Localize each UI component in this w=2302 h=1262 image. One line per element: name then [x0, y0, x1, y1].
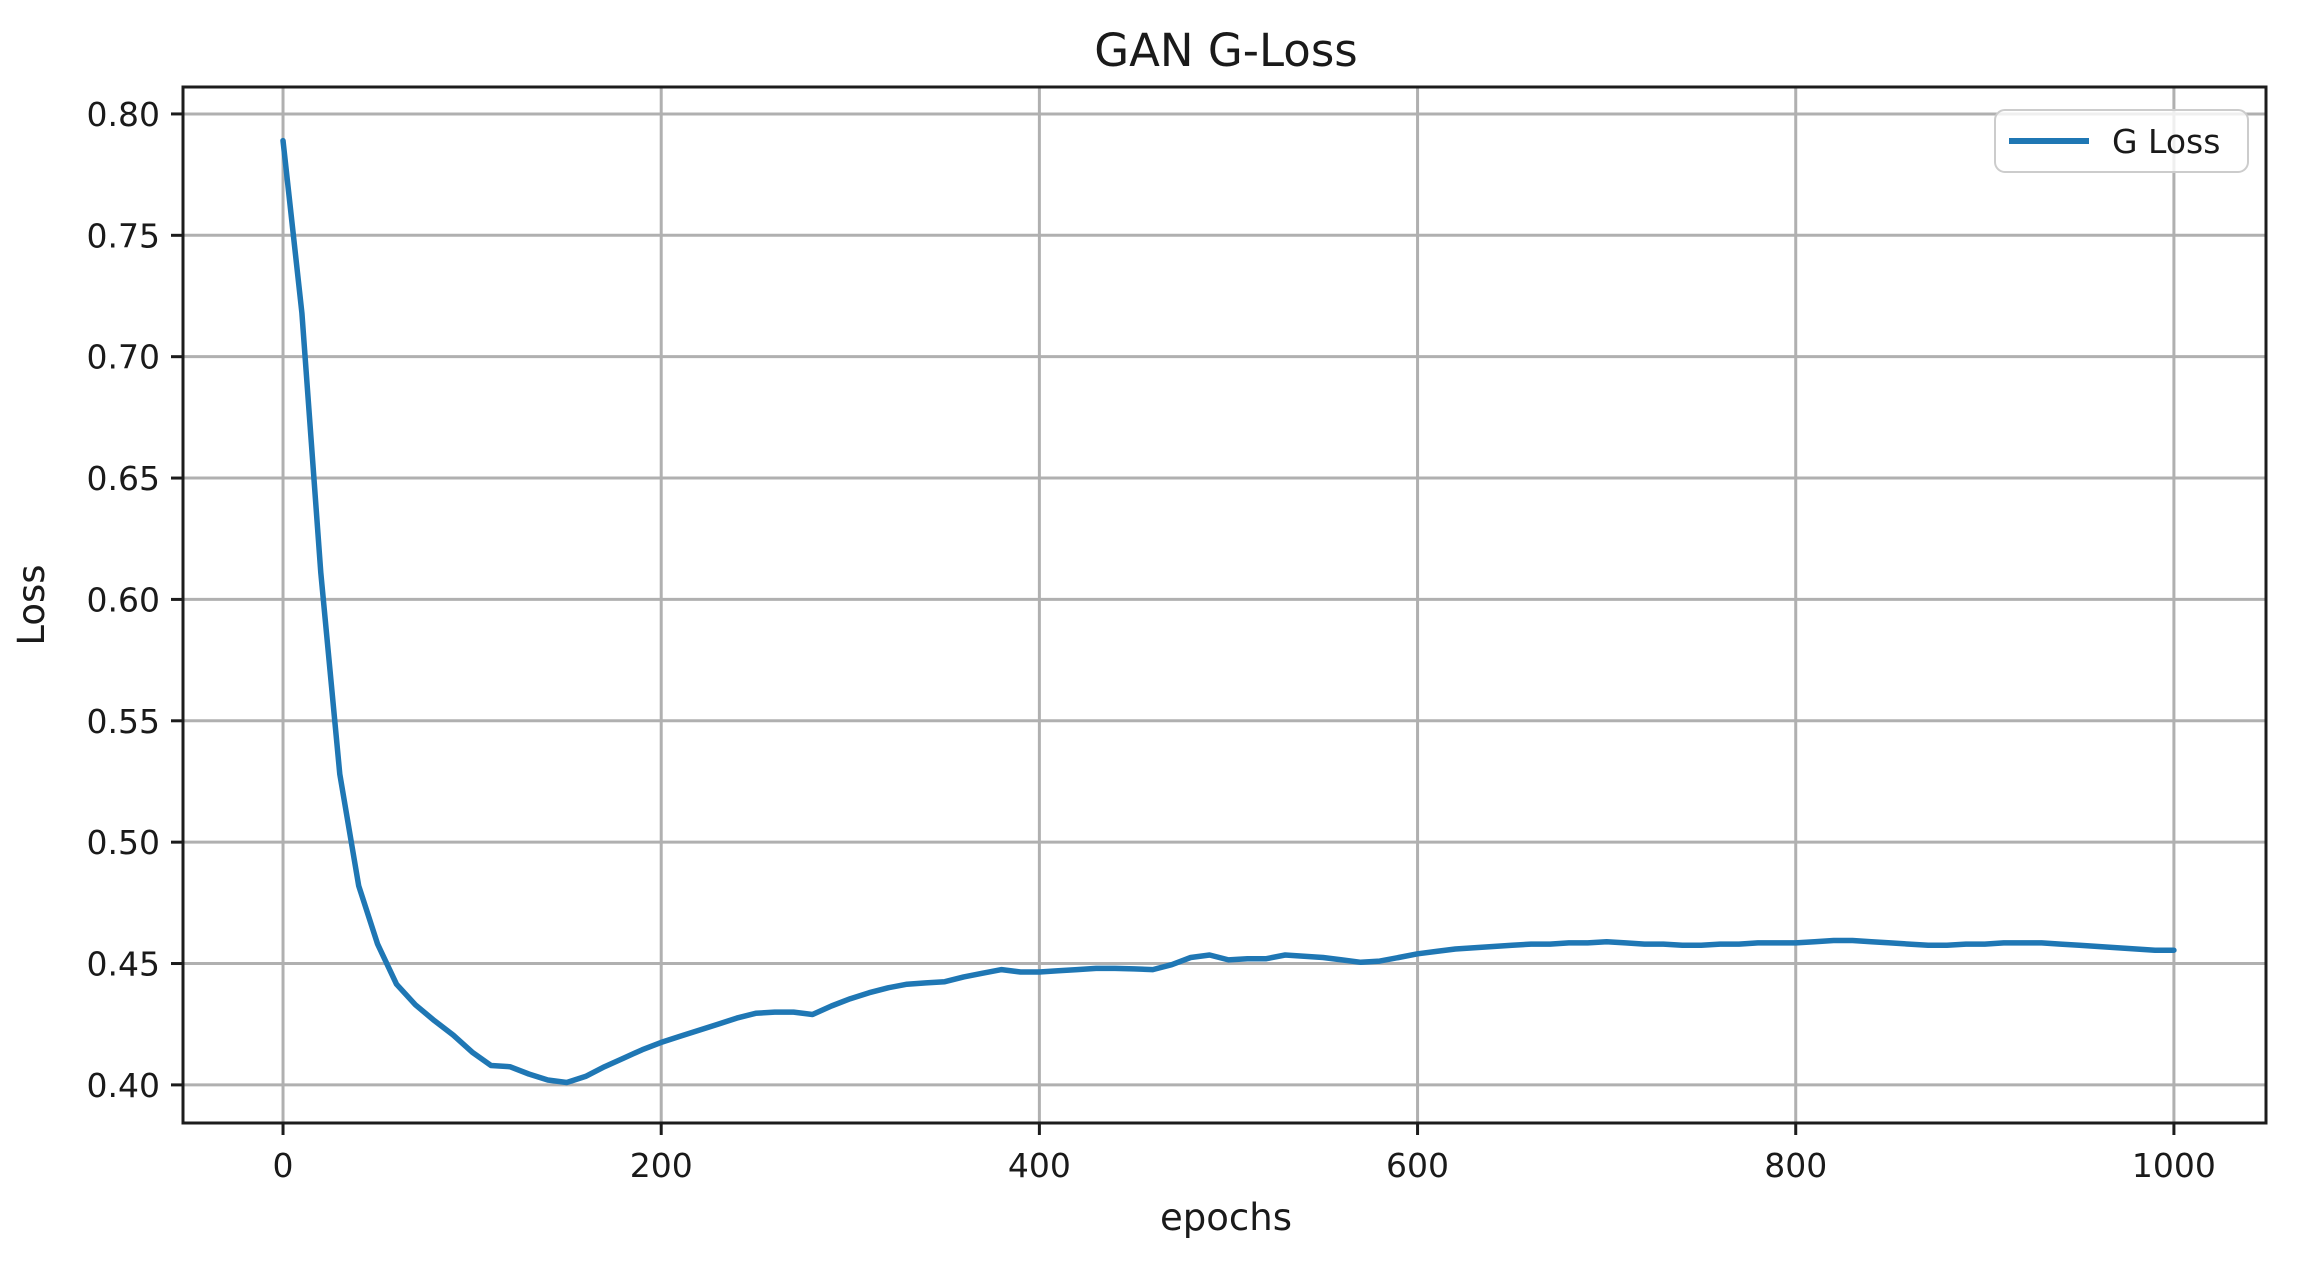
x-tick-label: 1000 — [2132, 1146, 2216, 1185]
y-tick-label: 0.45 — [87, 945, 160, 984]
y-tick-label: 0.50 — [87, 823, 160, 862]
y-tick-label: 0.40 — [87, 1066, 160, 1105]
legend: G Loss — [1994, 109, 2249, 173]
y-tick-label: 0.75 — [87, 216, 160, 255]
x-tick-label: 200 — [630, 1146, 693, 1185]
grid-lines — [183, 87, 2266, 1123]
y-tick-label: 0.65 — [87, 459, 160, 498]
x-axis-label: epochs — [1160, 1196, 1292, 1239]
legend-label: G Loss — [2112, 122, 2220, 161]
chart-title: GAN G-Loss — [1094, 24, 1357, 77]
tick-labels: 0 200 400 600 800 1000 0.40 0.45 0.50 0.55 0.60 0.6… — [87, 95, 2216, 1185]
x-tick-label: 400 — [1008, 1146, 1071, 1185]
y-tick-label: 0.55 — [87, 702, 160, 741]
tick-marks — [171, 112, 2176, 1135]
y-tick-label: 0.80 — [87, 95, 160, 134]
plot-area — [183, 87, 2266, 1123]
x-tick-label: 600 — [1386, 1146, 1449, 1185]
g-loss-line — [280, 137, 2177, 1086]
y-tick-label: 0.70 — [87, 338, 160, 377]
x-tick-label: 800 — [1764, 1146, 1827, 1185]
x-tick-label: 0 — [273, 1146, 294, 1185]
legend-box — [1994, 109, 2249, 173]
y-tick-label: 0.60 — [87, 580, 160, 619]
y-axis-label: Loss — [10, 564, 53, 645]
axes-spines — [181, 85, 2268, 1125]
